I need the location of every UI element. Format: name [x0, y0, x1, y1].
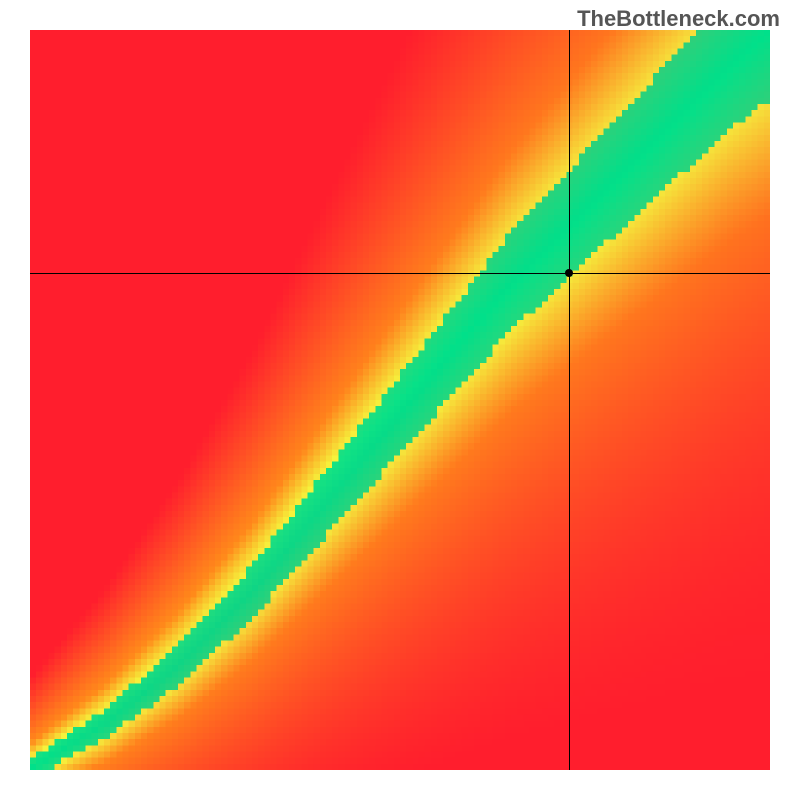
heatmap-canvas — [30, 30, 770, 770]
crosshair-horizontal — [30, 273, 770, 274]
chart-container: TheBottleneck.com — [0, 0, 800, 800]
plot-area — [30, 30, 770, 770]
crosshair-vertical — [569, 30, 570, 770]
crosshair-marker — [565, 269, 573, 277]
watermark-text: TheBottleneck.com — [577, 6, 780, 32]
